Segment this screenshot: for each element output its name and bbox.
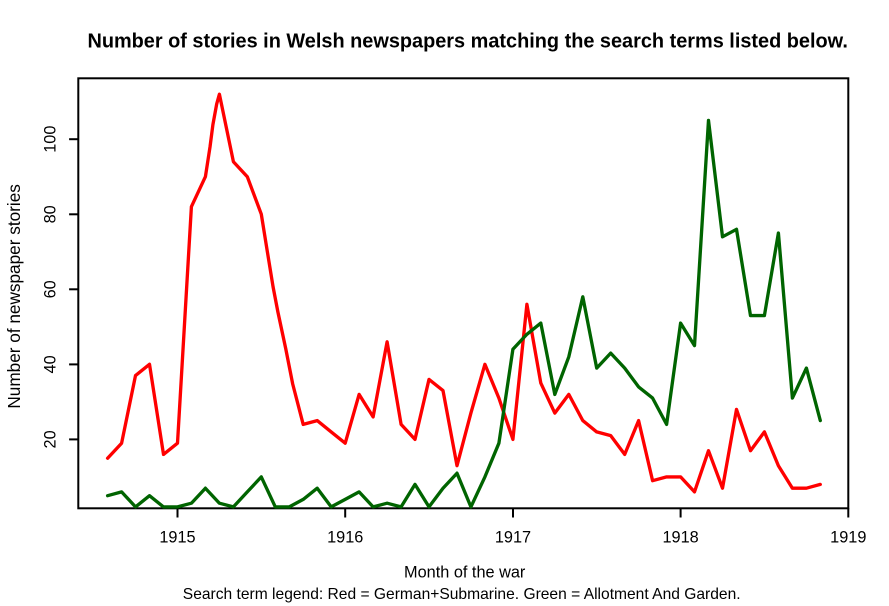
svg-text:Number of newspaper stories: Number of newspaper stories [4,184,24,409]
svg-text:40: 40 [41,355,59,373]
svg-text:80: 80 [41,205,59,223]
svg-text:100: 100 [41,126,59,153]
svg-text:1915: 1915 [159,529,195,547]
svg-text:1917: 1917 [495,529,531,547]
svg-text:20: 20 [41,430,59,448]
svg-text:1916: 1916 [327,529,363,547]
svg-text:Number of stories in Welsh new: Number of stories in Welsh newspapers ma… [87,31,847,53]
svg-text:1919: 1919 [830,529,866,547]
svg-text:60: 60 [41,280,59,298]
svg-text:Month of the war: Month of the war [404,564,526,582]
svg-text:1918: 1918 [662,529,698,547]
svg-text:Search term legend: Red = Germ: Search term legend: Red = German+Submari… [183,586,741,603]
